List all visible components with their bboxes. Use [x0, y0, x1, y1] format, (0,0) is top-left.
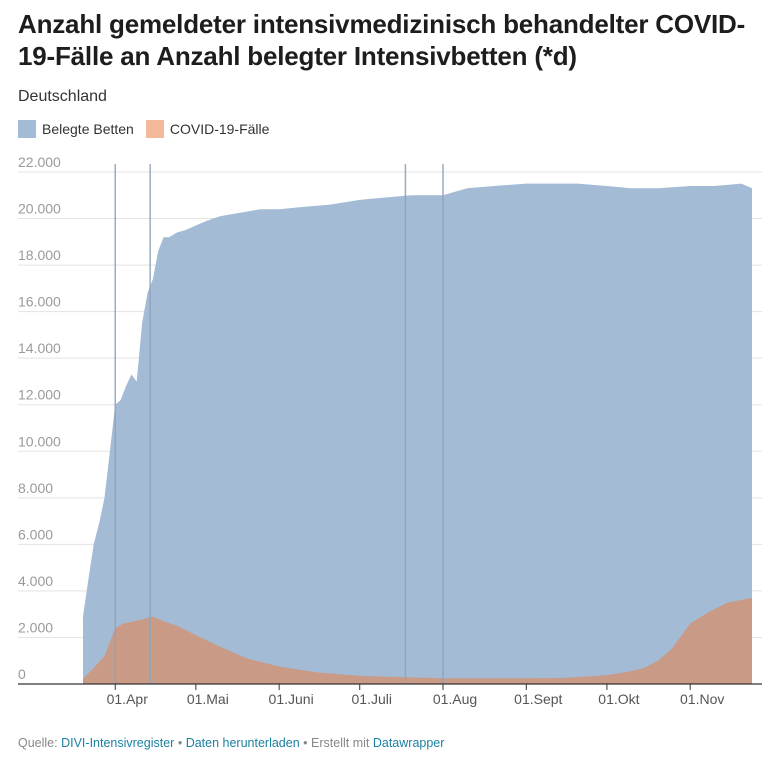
covid-area [83, 597, 752, 684]
chart-subtitle: Deutschland [18, 88, 107, 105]
data-areas [82, 183, 753, 684]
x-tick-label: 01.Aug [433, 691, 477, 707]
y-tick-label: 12.000 [18, 387, 61, 403]
x-tick-label: 01.Apr [107, 691, 149, 707]
legend-swatch-beds [18, 120, 36, 138]
source-link[interactable]: DIVI-Intensivregister [61, 736, 175, 750]
source-prefix: Quelle: [18, 736, 58, 750]
legend-label-beds: Belegte Betten [42, 121, 134, 137]
legend-label-covid: COVID-19-Fälle [169, 121, 270, 137]
x-tick-label: 01.Juli [352, 691, 392, 707]
y-tick-label: 8.000 [18, 480, 53, 496]
y-tick-label: 22.000 [18, 154, 61, 170]
chart-area: 0 2.000 4.000 6.000 8.000 10.000 12.000 14.000 1… [18, 154, 762, 707]
x-tick-label: 01.Nov [680, 691, 724, 707]
legend-item-covid: COVID-19-Fälle [145, 120, 270, 138]
y-tick-label: 4.000 [18, 573, 53, 589]
legend-item-beds: Belegte Betten [18, 120, 134, 138]
datawrapper-link[interactable]: Datawrapper [372, 736, 445, 750]
y-tick-label: 2.000 [18, 619, 53, 635]
x-tick-label: 01.Mai [187, 691, 229, 707]
y-tick-label: 0 [18, 666, 26, 682]
y-tick-label: 20.000 [18, 201, 61, 217]
legend-swatch-covid [145, 120, 164, 138]
x-tick-label: 01.Sept [514, 691, 562, 707]
download-data-link[interactable]: Daten herunterladen [185, 736, 300, 750]
chart-legend: Belegte Betten COVID-19-Fälle [18, 120, 281, 138]
beds-area [83, 183, 752, 684]
vertical-markers [114, 164, 444, 684]
chart-title: Anzahl gemeldeter intensivmedizinisch be… [18, 9, 746, 71]
footer-separator: • [303, 736, 308, 750]
y-tick-label: 18.000 [18, 247, 61, 263]
x-axis: 01.Apr 01.Mai 01.Juni 01.Juli 01.Aug 01.Sept 0… [18, 683, 762, 707]
chart-footer: Quelle: DIVI-Intensivregister • Daten he… [18, 736, 444, 750]
y-tick-label: 14.000 [18, 340, 61, 356]
y-axis-ticks: 0 2.000 4.000 6.000 8.000 10.000 12.000 14.000 1… [18, 154, 61, 682]
x-tick-label: 01.Juni [269, 691, 314, 707]
created-with-text: Erstellt mit [311, 736, 370, 750]
y-tick-label: 6.000 [18, 526, 53, 542]
y-tick-label: 10.000 [18, 433, 61, 449]
y-tick-label: 16.000 [18, 294, 61, 310]
footer-separator: • [177, 736, 183, 750]
x-tick-label: 01.Okt [598, 691, 639, 707]
